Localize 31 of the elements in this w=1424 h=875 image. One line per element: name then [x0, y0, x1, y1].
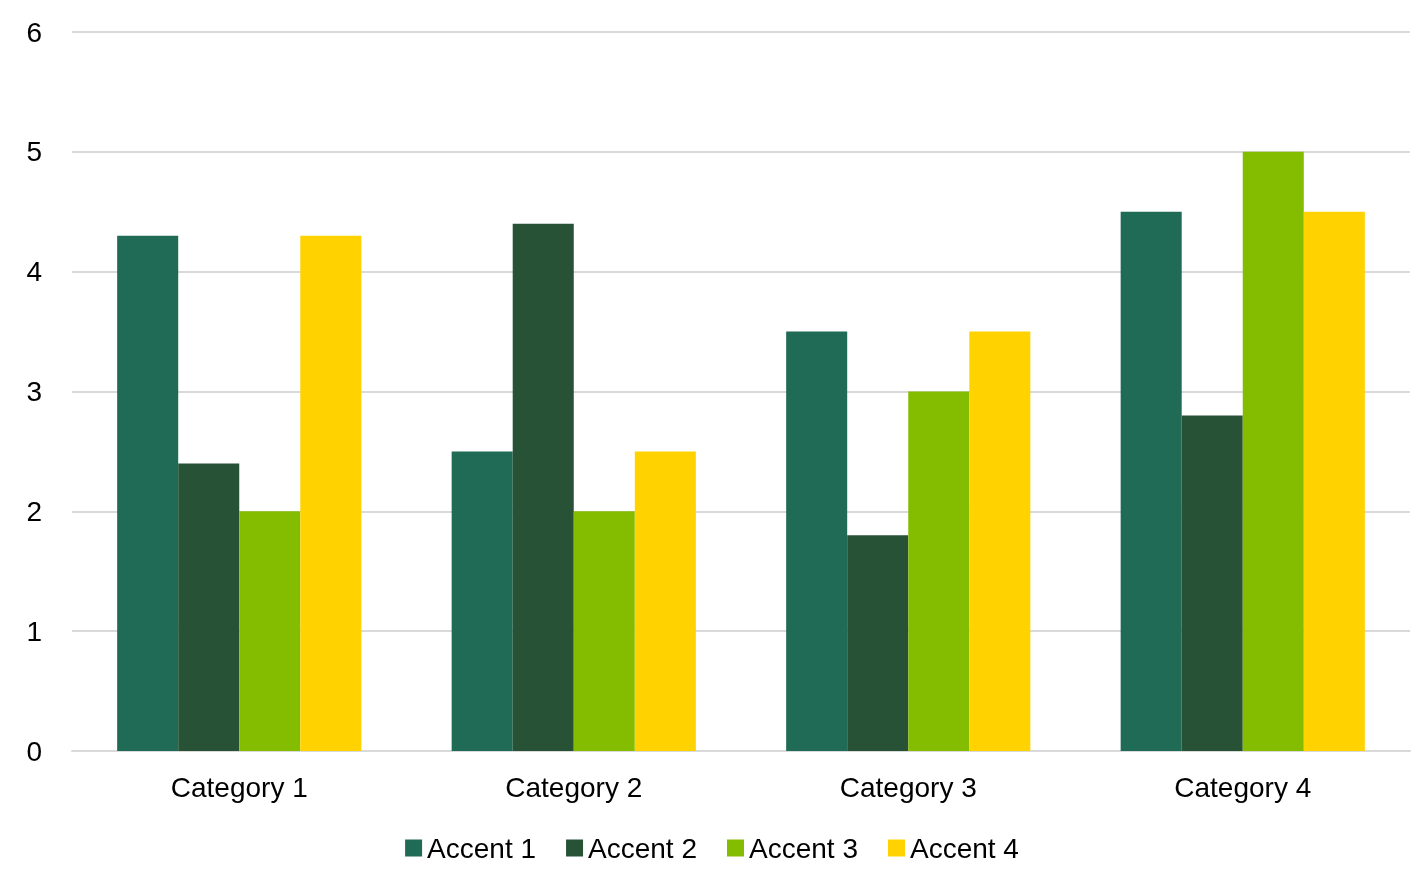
y-tick-label: 2 [26, 495, 42, 527]
bar [847, 535, 909, 751]
legend-label: Accent 3 [749, 832, 858, 864]
bar [1242, 151, 1304, 751]
bar [1181, 415, 1243, 751]
y-tick-label: 3 [26, 376, 42, 407]
bar [117, 235, 179, 751]
bar [512, 223, 574, 751]
bar [178, 463, 240, 751]
bar [908, 391, 970, 751]
legend-label: Accent 2 [588, 832, 697, 864]
bar [634, 451, 696, 751]
y-tick-label: 4 [26, 256, 42, 288]
bar [969, 331, 1031, 751]
x-tick-label: Category 1 [170, 771, 308, 803]
bar [786, 331, 848, 751]
legend-label: Accent 1 [427, 832, 537, 864]
y-tick-label: 6 [26, 16, 42, 48]
bar [1120, 211, 1182, 751]
bar [573, 511, 635, 751]
y-tick-label: 0 [26, 735, 42, 767]
x-tick-label: Category 2 [505, 771, 643, 803]
bar [239, 511, 301, 751]
y-tick-label: 1 [26, 615, 42, 647]
y-tick-label: 5 [26, 136, 42, 168]
bar [300, 235, 362, 751]
bar [1303, 211, 1365, 751]
legend-label: Accent 4 [909, 832, 1019, 864]
bar [451, 451, 513, 751]
x-tick-label: Category 3 [839, 771, 977, 803]
x-tick-label: Category 4 [1174, 771, 1312, 803]
